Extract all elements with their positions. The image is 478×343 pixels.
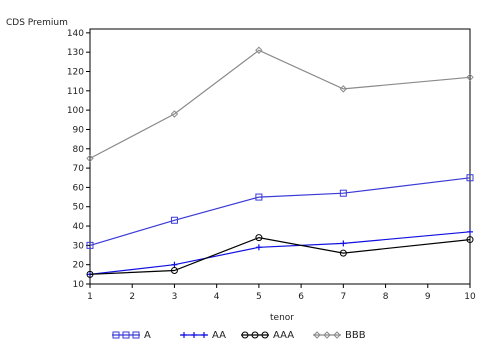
- y-tick-label: 130: [67, 48, 84, 58]
- y-tick-label: 10: [73, 280, 85, 290]
- legend-marker: [201, 332, 207, 338]
- legend-marker: [251, 331, 259, 339]
- series-bbb: [86, 46, 474, 163]
- x-tick-label: 9: [425, 292, 431, 302]
- y-tick-label: 140: [67, 29, 84, 39]
- y-tick-label: 20: [73, 261, 85, 271]
- legend-label: A: [144, 330, 151, 341]
- legend-marker: [181, 332, 187, 338]
- legend-marker: [112, 331, 120, 339]
- legend-marker: [261, 331, 269, 339]
- y-tick-label: 100: [67, 106, 84, 116]
- y-tick-label: 50: [73, 203, 85, 213]
- data-point: [170, 110, 179, 118]
- data-point: [170, 216, 178, 224]
- y-tick-label: 40: [73, 222, 85, 232]
- y-tick-label: 120: [67, 68, 84, 78]
- data-point: [339, 85, 348, 93]
- x-tick-label: 7: [340, 292, 346, 302]
- data-point: [170, 266, 178, 274]
- axes: 10 20 30 40 50 60 70 80 90 100 110 120 130 140 1 2 3 4 5 6 7…: [67, 28, 476, 302]
- x-tick-label: 2: [129, 292, 135, 302]
- series-line: [89, 231, 471, 275]
- series-layer: [86, 46, 474, 278]
- legend-marker: [313, 331, 321, 339]
- series-aaa: [86, 234, 474, 278]
- y-tick-label: 60: [73, 183, 85, 193]
- data-point: [339, 189, 347, 197]
- legend-marker: [333, 331, 341, 339]
- legend-marker: [122, 331, 130, 339]
- y-axis-title: CDS Premium: [6, 18, 68, 28]
- legend-label: AAA: [273, 330, 294, 341]
- data-point: [171, 261, 178, 268]
- y-tick-label: 110: [67, 87, 84, 97]
- legend-label: BBB: [345, 330, 366, 341]
- data-point: [466, 174, 474, 182]
- data-point: [86, 154, 94, 163]
- legend-marker: [132, 331, 140, 339]
- x-tick-label: 1: [87, 292, 93, 302]
- data-point: [255, 46, 263, 54]
- x-tick-label: 10: [464, 292, 476, 302]
- data-point: [255, 234, 263, 242]
- y-tick-label: 90: [73, 125, 85, 135]
- legend-marker: [241, 331, 249, 339]
- x-tick-label: 6: [298, 292, 304, 302]
- data-point: [466, 236, 474, 244]
- plot-frame: [89, 28, 471, 285]
- y-tick-label: 80: [73, 145, 85, 155]
- legend-item-bbb: BBB: [313, 330, 366, 341]
- series-line: [89, 236, 471, 275]
- data-point: [86, 241, 94, 249]
- data-point: [466, 73, 474, 82]
- legend-item-a: A: [112, 330, 151, 341]
- x-tick-label: 8: [383, 292, 389, 302]
- x-tick-label: 5: [256, 292, 262, 302]
- legend-label: AA: [212, 330, 226, 341]
- legend-item-aaa: AAA: [241, 330, 294, 341]
- x-axis-title: tenor: [270, 313, 294, 323]
- legend-marker: [323, 331, 331, 339]
- x-tick-label: 4: [214, 292, 220, 302]
- series-aa: [87, 228, 473, 278]
- data-point: [255, 244, 262, 251]
- data-point: [86, 270, 94, 278]
- y-tick-label: 30: [73, 241, 85, 251]
- legend: A AA AAA BBB: [112, 330, 366, 341]
- y-tick-label: 70: [73, 164, 85, 174]
- series-line: [89, 177, 471, 246]
- x-tick-label: 3: [172, 292, 178, 302]
- legend-item-aa: AA: [180, 330, 226, 341]
- data-point: [255, 193, 263, 201]
- data-point: [340, 240, 347, 247]
- legend-marker: [191, 332, 197, 338]
- data-point: [467, 228, 473, 235]
- series-a: [86, 174, 474, 249]
- series-line: [89, 49, 471, 159]
- data-point: [339, 249, 347, 257]
